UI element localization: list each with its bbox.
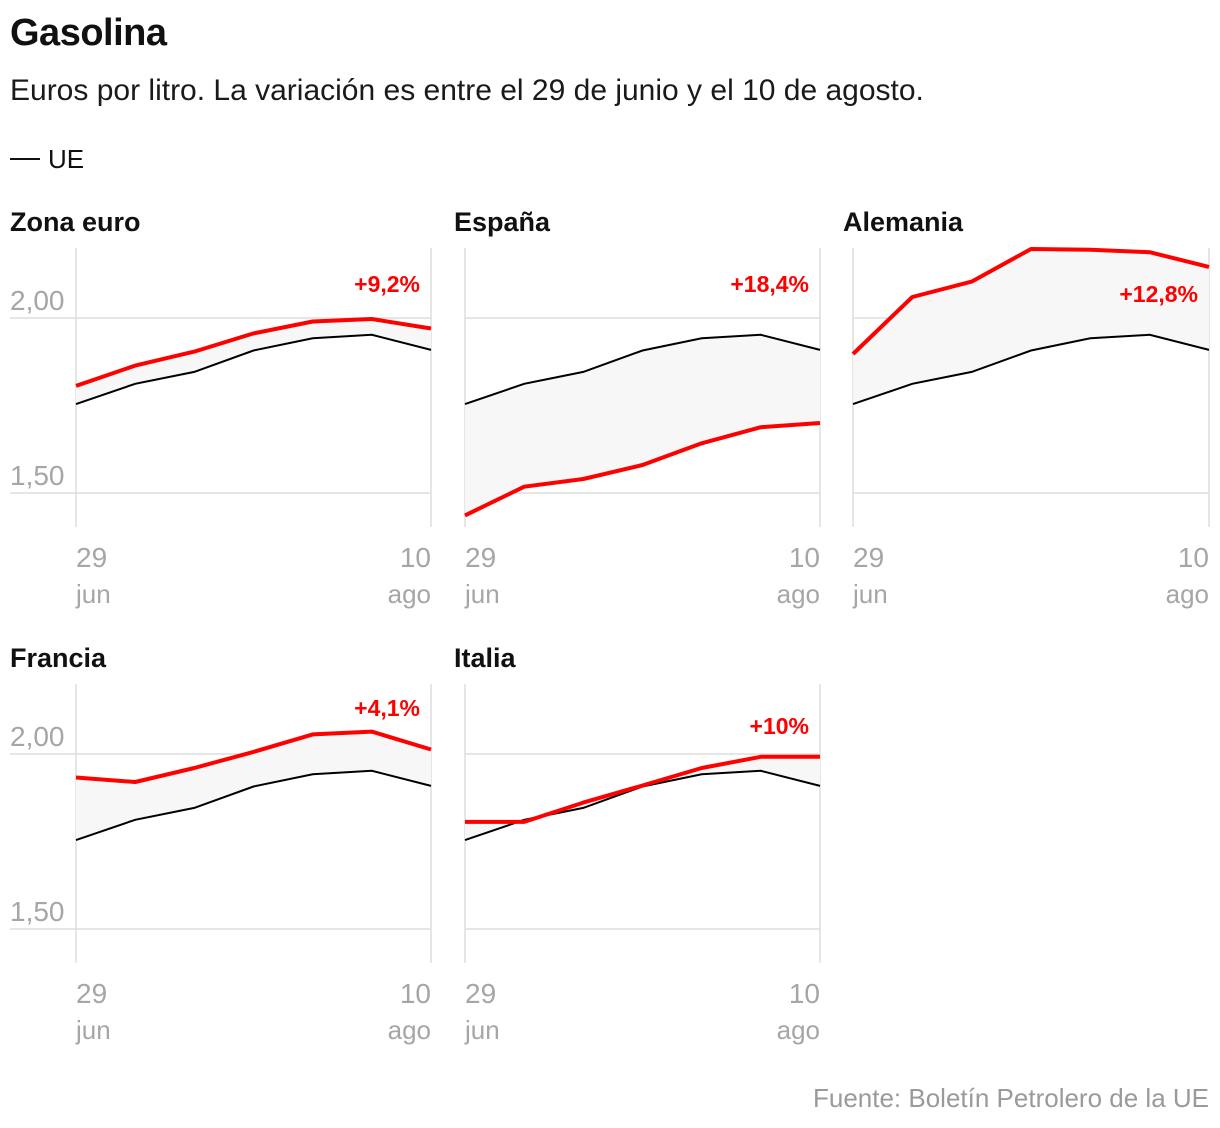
- eu-line-francia: [75, 769, 432, 842]
- x-start-month-espana: jun: [464, 579, 500, 609]
- country-line-francia: [75, 729, 432, 784]
- eu-line-zona-euro: [75, 333, 432, 406]
- country-line-alemania: [851, 247, 1210, 356]
- eu-line-alemania: [852, 333, 1210, 406]
- x-end-day-zona-euro: 10: [400, 542, 431, 573]
- x-end-day-italia: 10: [789, 978, 820, 1009]
- x-start-day-alemania: 29: [853, 542, 884, 573]
- difference-band-espana: [465, 334, 820, 516]
- source-note: Fuente: Boletín Petrolero de la UE: [812, 1083, 1209, 1113]
- difference-band-italia: [465, 756, 820, 841]
- x-end-day-alemania: 10: [1178, 542, 1209, 573]
- legend: UE: [10, 144, 84, 175]
- country-line-espana: [464, 421, 821, 518]
- y-tick-label-francia-1: 1,50: [10, 896, 65, 927]
- panel-title-espana: España: [454, 207, 551, 237]
- panel-title-zona-euro: Zona euro: [10, 207, 141, 237]
- x-end-day-francia: 10: [400, 978, 431, 1009]
- x-start-day-zona-euro: 29: [76, 542, 107, 573]
- x-end-month-zona-euro: ago: [388, 579, 431, 609]
- x-start-month-zona-euro: jun: [75, 579, 111, 609]
- change-label-francia: +4,1%: [354, 695, 420, 721]
- panel-title-alemania: Alemania: [843, 207, 964, 237]
- x-end-month-alemania: ago: [1166, 579, 1209, 609]
- x-start-month-alemania: jun: [852, 579, 888, 609]
- x-end-month-francia: ago: [388, 1015, 431, 1045]
- x-end-month-italia: ago: [777, 1015, 820, 1045]
- legend-eu-label: UE: [48, 144, 85, 174]
- x-start-month-francia: jun: [75, 1015, 111, 1045]
- eu-line-espana: [464, 333, 821, 406]
- country-line-zona-euro: [75, 317, 432, 388]
- difference-band-zona-euro: [76, 319, 431, 405]
- x-start-month-italia: jun: [464, 1015, 500, 1045]
- y-tick-label-zona-euro-0: 2,00: [10, 285, 65, 316]
- x-end-day-espana: 10: [789, 542, 820, 573]
- x-start-day-espana: 29: [465, 542, 496, 573]
- country-line-italia: [465, 754, 820, 824]
- panel-title-francia: Francia: [10, 643, 107, 673]
- eu-line-italia: [464, 769, 821, 842]
- x-end-month-espana: ago: [777, 579, 820, 609]
- difference-band-alemania: [853, 249, 1209, 405]
- x-start-day-francia: 29: [76, 978, 107, 1009]
- panel-title-italia: Italia: [454, 643, 517, 673]
- change-label-zona-euro: +9,2%: [354, 271, 420, 297]
- change-label-alemania: +12,8%: [1119, 281, 1198, 307]
- y-tick-label-zona-euro-1: 1,50: [10, 460, 65, 491]
- change-label-espana: +18,4%: [730, 271, 809, 297]
- chart-subtitle: Euros por litro. La variación es entre e…: [10, 74, 924, 107]
- y-tick-label-francia-0: 2,00: [10, 721, 65, 752]
- change-label-italia: +10%: [750, 713, 809, 739]
- chart-title: Gasolina: [10, 12, 167, 54]
- legend-eu-line-swatch: [10, 158, 40, 161]
- x-start-day-italia: 29: [465, 978, 496, 1009]
